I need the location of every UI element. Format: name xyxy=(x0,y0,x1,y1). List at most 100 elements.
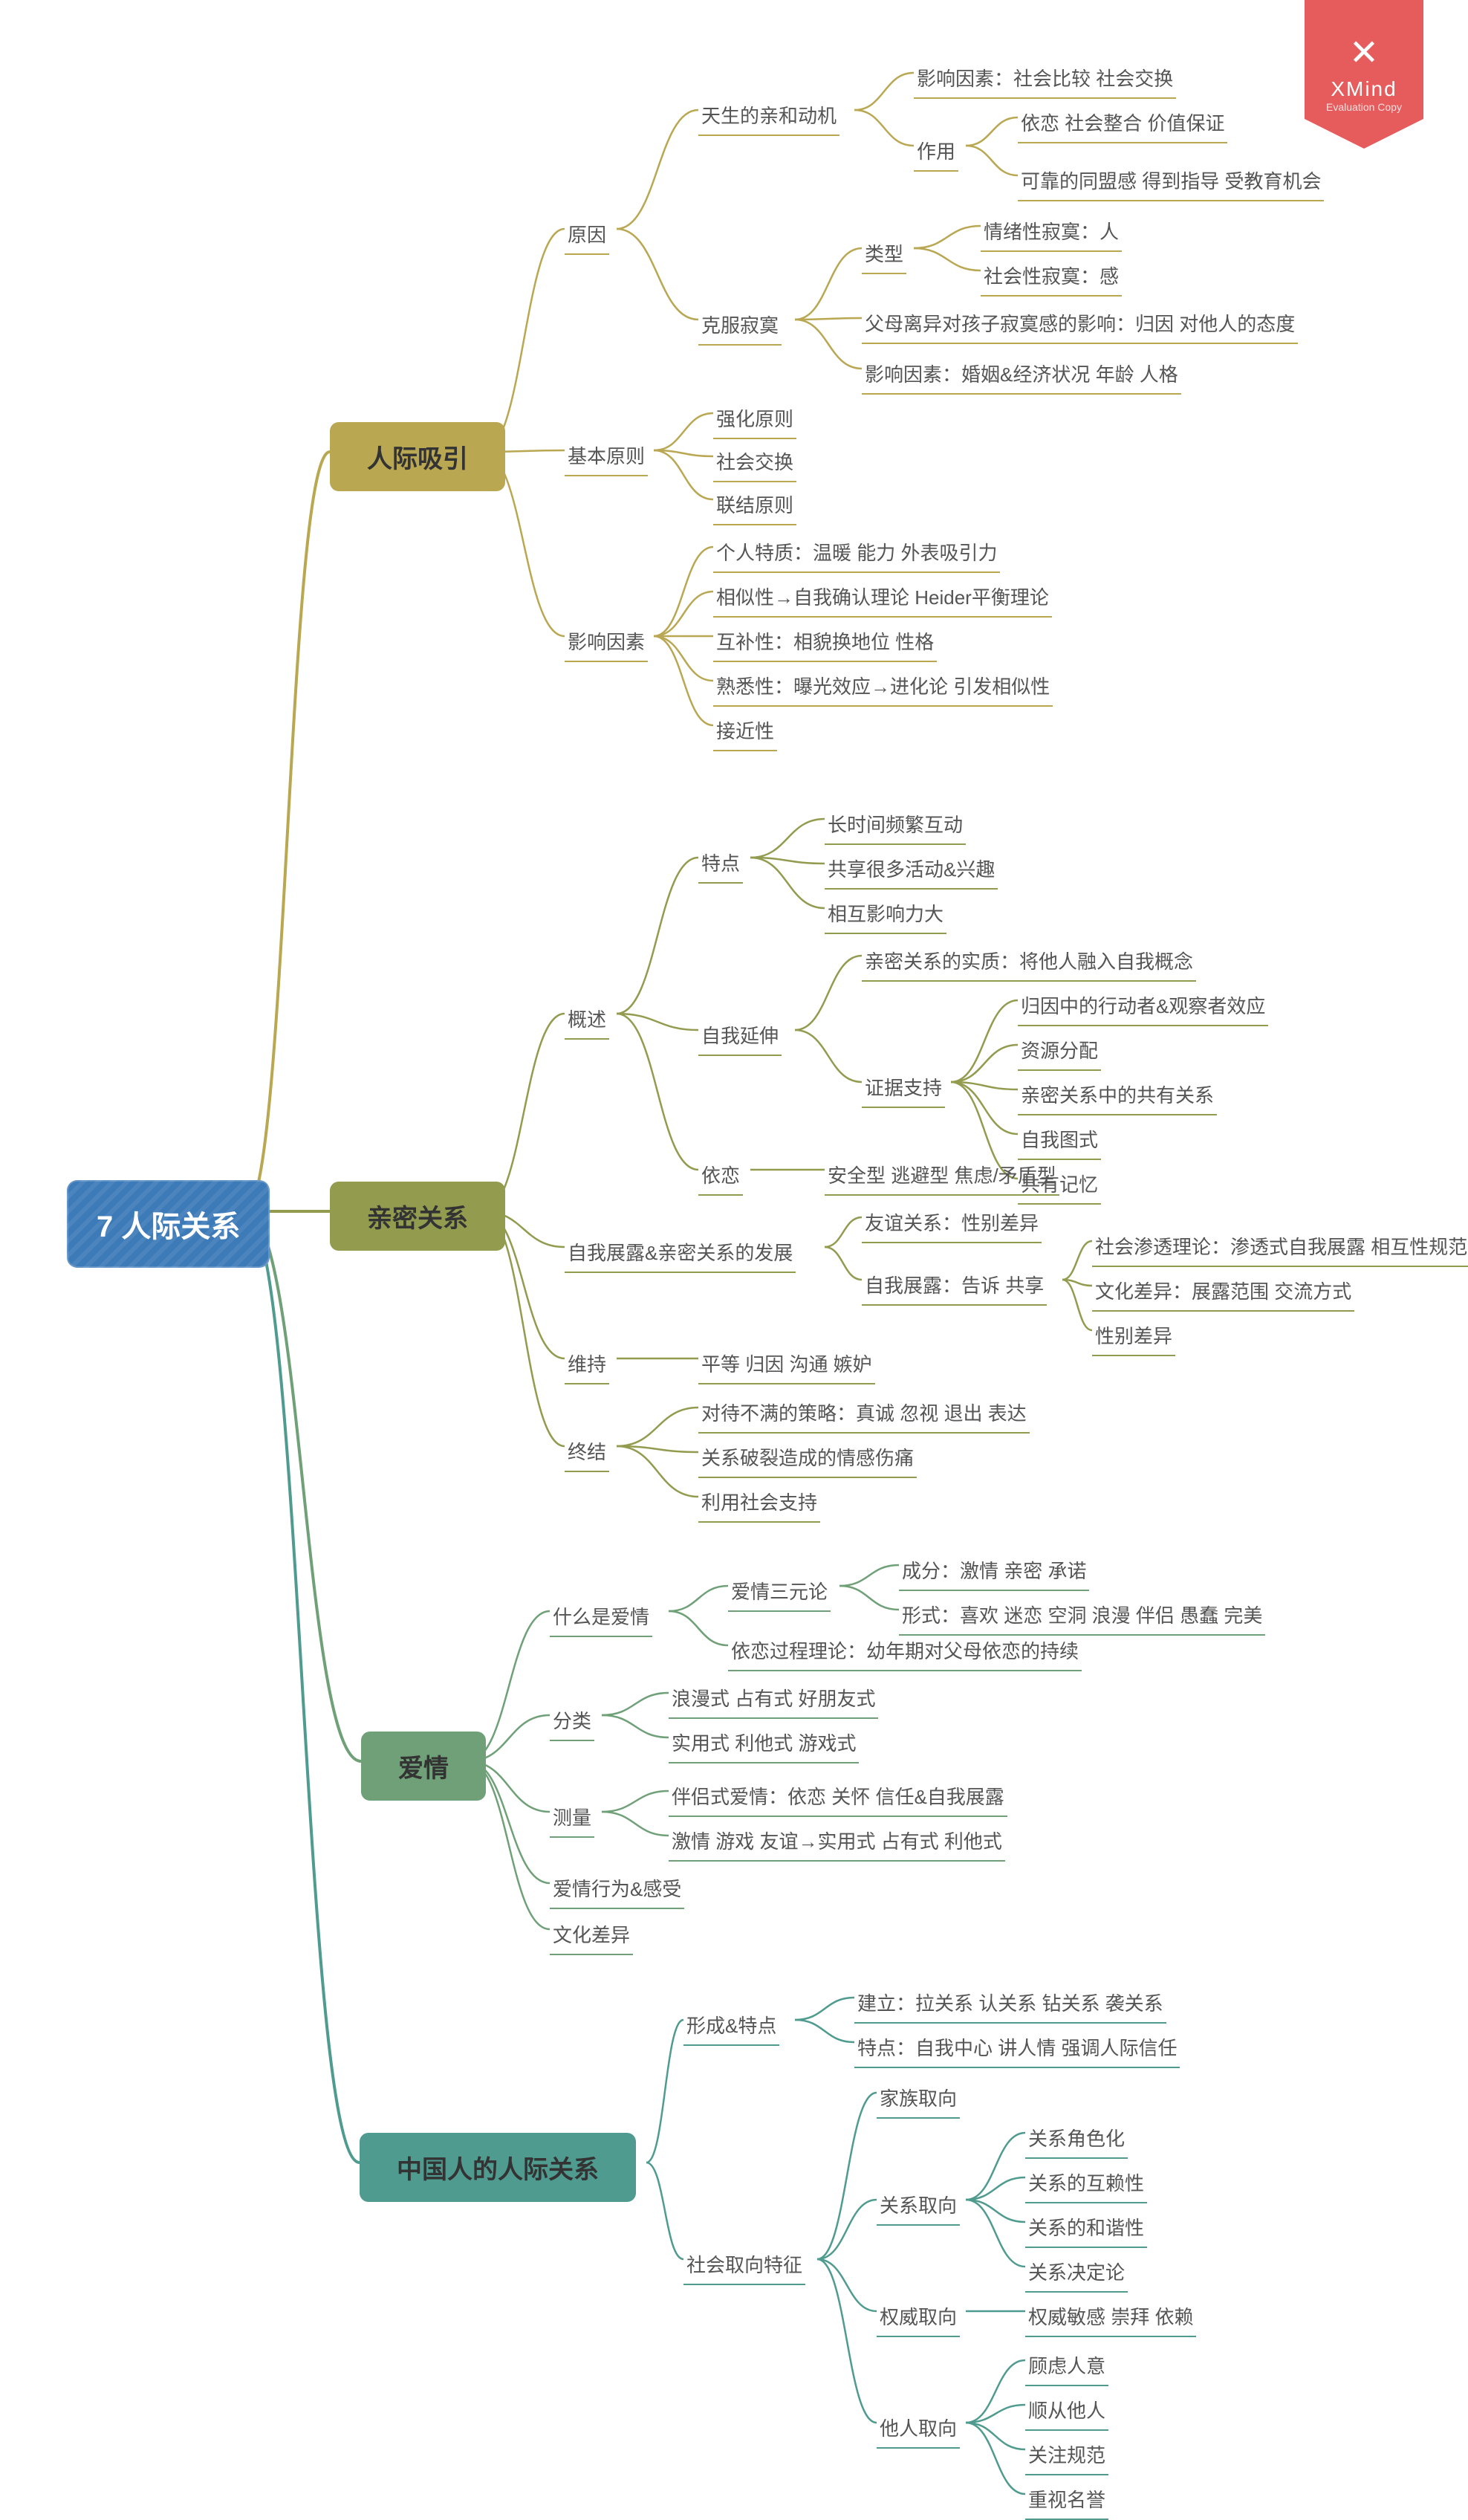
branch-node[interactable]: 人际吸引 xyxy=(330,422,505,491)
leaf-node[interactable]: 长时间频繁互动 xyxy=(825,806,966,845)
mindmap-edge xyxy=(617,110,698,229)
leaf-node[interactable]: 相似性→自我确认理论 Heider平衡理论 xyxy=(713,578,1052,618)
mindmap-edge xyxy=(245,452,330,1211)
leaf-node[interactable]: 重视名誉 xyxy=(1025,2481,1108,2520)
leaf-node[interactable]: 亲密关系中的共有关系 xyxy=(1018,1076,1217,1115)
leaf-node[interactable]: 爱情行为&感受 xyxy=(550,1870,684,1909)
mindmap-edge xyxy=(654,592,713,636)
leaf-node[interactable]: 自我图式 xyxy=(1018,1121,1101,1160)
leaf-node[interactable]: 顾虑人意 xyxy=(1025,2347,1108,2386)
leaf-node[interactable]: 权威敏感 崇拜 依赖 xyxy=(1025,2298,1196,2337)
leaf-node[interactable]: 关系的互赖性 xyxy=(1025,2164,1147,2203)
leaf-node[interactable]: 性别差异 xyxy=(1092,1317,1175,1356)
mindmap-edge xyxy=(795,318,862,320)
leaf-node[interactable]: 文化差异 xyxy=(550,1916,633,1955)
leaf-node[interactable]: 分类 xyxy=(550,1702,594,1741)
leaf-node[interactable]: 浪漫式 占有式 好朋友式 xyxy=(669,1680,878,1719)
leaf-node[interactable]: 友谊关系：性别差异 xyxy=(862,1204,1042,1243)
leaf-node[interactable]: 基本原则 xyxy=(565,437,648,476)
leaf-node[interactable]: 关系角色化 xyxy=(1025,2119,1128,2159)
leaf-node[interactable]: 影响因素 xyxy=(565,623,648,662)
leaf-node[interactable]: 他人取向 xyxy=(877,2409,960,2449)
leaf-node[interactable]: 熟悉性：曝光效应→进化论 引发相似性 xyxy=(713,667,1053,707)
leaf-node[interactable]: 自我展露：告诉 共享 xyxy=(862,1266,1047,1306)
leaf-node[interactable]: 依恋 社会整合 价值保证 xyxy=(1018,104,1227,143)
leaf-node[interactable]: 关注规范 xyxy=(1025,2436,1108,2475)
mindmap-edge xyxy=(669,1611,728,1645)
leaf-node[interactable]: 特点：自我中心 讲人情 强调人际信任 xyxy=(854,2029,1180,2068)
leaf-node[interactable]: 关系取向 xyxy=(877,2186,960,2226)
leaf-node[interactable]: 依恋过程理论：幼年期对父母依恋的持续 xyxy=(728,1632,1082,1671)
leaf-node[interactable]: 激情 游戏 友谊→实用式 占有式 利他式 xyxy=(669,1822,1005,1862)
leaf-node[interactable]: 家族取向 xyxy=(877,2079,960,2119)
mindmap-edge xyxy=(750,858,825,908)
leaf-node[interactable]: 依恋 xyxy=(698,1156,743,1196)
leaf-node[interactable]: 自我展露&亲密关系的发展 xyxy=(565,1234,796,1273)
leaf-node[interactable]: 爱情三元论 xyxy=(728,1572,831,1612)
mindmap-edge xyxy=(617,1014,698,1170)
leaf-node[interactable]: 实用式 利他式 游戏式 xyxy=(669,1724,859,1763)
leaf-node[interactable]: 相互影响力大 xyxy=(825,895,946,934)
leaf-node[interactable]: 概述 xyxy=(565,1000,609,1040)
leaf-node[interactable]: 可靠的同盟感 得到指导 受教育机会 xyxy=(1018,162,1324,201)
leaf-node[interactable]: 证据支持 xyxy=(862,1069,945,1108)
leaf-node[interactable]: 测量 xyxy=(550,1798,594,1838)
leaf-node[interactable]: 形成&特点 xyxy=(683,2006,779,2046)
leaf-node[interactable]: 原因 xyxy=(565,216,609,255)
leaf-node[interactable]: 互补性：相貌换地位 性格 xyxy=(713,623,937,662)
mindmap-edge xyxy=(817,2093,877,2259)
leaf-node[interactable]: 自我延伸 xyxy=(698,1017,782,1056)
leaf-node[interactable]: 社会渗透理论：渗透式自我展露 相互性规范 xyxy=(1092,1228,1468,1267)
root-node[interactable]: 7 人际关系 xyxy=(67,1180,270,1268)
leaf-node[interactable]: 权威取向 xyxy=(877,2298,960,2337)
leaf-node[interactable]: 联结原则 xyxy=(713,486,796,525)
leaf-node[interactable]: 社会性寂寞：感 xyxy=(981,257,1122,297)
leaf-node[interactable]: 资源分配 xyxy=(1018,1031,1101,1071)
leaf-node[interactable]: 天生的亲和动机 xyxy=(698,97,839,136)
leaf-node[interactable]: 社会取向特征 xyxy=(683,2246,805,2285)
leaf-node[interactable]: 特点 xyxy=(698,844,743,884)
leaf-node[interactable]: 利用社会支持 xyxy=(698,1483,820,1523)
leaf-node[interactable]: 关系破裂造成的情感伤痛 xyxy=(698,1439,917,1478)
leaf-node[interactable]: 克服寂寞 xyxy=(698,306,782,346)
leaf-node[interactable]: 安全型 逃避型 焦虑/矛盾型 xyxy=(825,1156,1059,1196)
branch-node[interactable]: 爱情 xyxy=(361,1732,486,1801)
leaf-node[interactable]: 成分：激情 亲密 承诺 xyxy=(899,1552,1089,1591)
mindmap-edge xyxy=(617,1408,698,1446)
leaf-node[interactable]: 父母离异对孩子寂寞感的影响：归因 对他人的态度 xyxy=(862,305,1298,344)
leaf-node[interactable]: 文化差异：展露范围 交流方式 xyxy=(1092,1272,1354,1312)
leaf-node[interactable]: 接近性 xyxy=(713,712,777,751)
leaf-node[interactable]: 终结 xyxy=(565,1433,609,1472)
leaf-node[interactable]: 什么是爱情 xyxy=(550,1598,652,1637)
leaf-node[interactable]: 影响因素：婚姻&经济状况 年龄 人格 xyxy=(862,355,1181,395)
leaf-node[interactable]: 平等 归因 沟通 嫉妒 xyxy=(698,1345,875,1384)
leaf-node[interactable]: 建立：拉关系 认关系 钻关系 袭关系 xyxy=(854,1984,1166,2024)
leaf-node[interactable]: 关系决定论 xyxy=(1025,2253,1128,2293)
leaf-node[interactable]: 强化原则 xyxy=(713,400,796,439)
mindmap-edge xyxy=(825,1247,862,1280)
leaf-node[interactable]: 关系的和谐性 xyxy=(1025,2209,1147,2248)
leaf-node[interactable]: 作用 xyxy=(914,132,958,172)
leaf-node[interactable]: 对待不满的策略：真诚 忽视 退出 表达 xyxy=(698,1394,1030,1434)
mindmap-edge xyxy=(795,2020,854,2042)
branch-node[interactable]: 亲密关系 xyxy=(330,1182,505,1251)
leaf-node[interactable]: 伴侣式爱情：依恋 关怀 信任&自我展露 xyxy=(669,1778,1007,1817)
mindmap-edge xyxy=(795,1030,862,1082)
watermark-title: XMind xyxy=(1331,77,1397,101)
leaf-node[interactable]: 维持 xyxy=(565,1345,609,1384)
leaf-node[interactable]: 影响因素：社会比较 社会交换 xyxy=(914,59,1176,99)
branch-node[interactable]: 中国人的人际关系 xyxy=(360,2133,636,2202)
mindmap-edge xyxy=(795,956,862,1030)
leaf-node[interactable]: 亲密关系的实质：将他人融入自我概念 xyxy=(862,942,1196,982)
mindmap-edge xyxy=(654,636,713,681)
leaf-node[interactable]: 归因中的行动者&观察者效应 xyxy=(1018,987,1268,1026)
leaf-node[interactable]: 情绪性寂寞：人 xyxy=(981,213,1122,252)
leaf-node[interactable]: 社会交换 xyxy=(713,443,796,482)
mindmap-edge xyxy=(646,2163,683,2259)
leaf-node[interactable]: 类型 xyxy=(862,235,906,274)
leaf-node[interactable]: 共享很多活动&兴趣 xyxy=(825,850,998,890)
leaf-node[interactable]: 顺从他人 xyxy=(1025,2391,1108,2431)
mindmap-edge xyxy=(617,858,698,1014)
leaf-node[interactable]: 个人特质：温暖 能力 外表吸引力 xyxy=(713,534,1000,573)
leaf-node[interactable]: 形式：喜欢 迷恋 空洞 浪漫 伴侣 愚蠢 完美 xyxy=(899,1596,1265,1636)
